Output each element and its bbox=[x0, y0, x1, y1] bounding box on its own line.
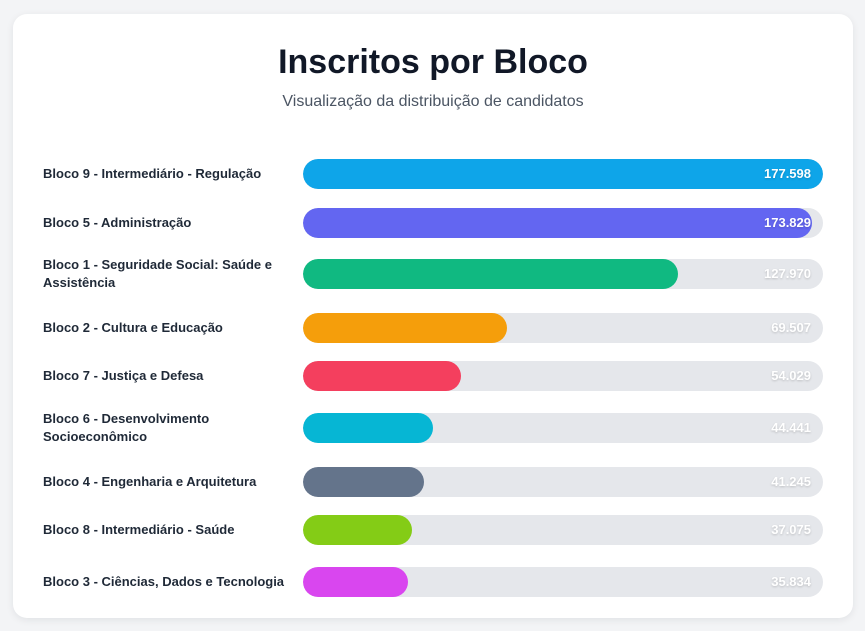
chart-subtitle: Visualização da distribuição de candidat… bbox=[282, 93, 584, 110]
bar-row: Bloco 3 - Ciências, Dados e Tecnologia 35… bbox=[43, 560, 823, 604]
bar-row: Bloco 6 - Desenvolvimento Socioeconômico… bbox=[43, 406, 823, 450]
category-label: Bloco 2 - Cultura e Educação bbox=[43, 320, 223, 335]
bar bbox=[303, 567, 408, 597]
category-label: Bloco 3 - Ciências, Dados e Tecnologia bbox=[43, 574, 285, 589]
bar-row: Bloco 1 - Seguridade Social: Saúde e Ass… bbox=[43, 252, 823, 296]
category-label: Bloco 9 - Intermediário - Regulação bbox=[43, 166, 262, 181]
chart-title: Inscritos por Bloco bbox=[278, 43, 588, 81]
bar bbox=[303, 159, 823, 189]
category-label: Bloco 6 - Desenvolvimento Socioeconômico bbox=[43, 411, 210, 444]
category-label: Bloco 8 - Intermediário - Saúde bbox=[43, 522, 235, 537]
value-label: 54.029 bbox=[771, 368, 811, 383]
bar-track: 127.970 bbox=[303, 259, 823, 289]
bar-rows: Bloco 9 - Intermediário - Regulação 177.5… bbox=[43, 14, 823, 618]
bar-row: Bloco 2 - Cultura e Educação 69.507 bbox=[43, 306, 823, 350]
bar-track: 41.245 bbox=[303, 467, 823, 497]
bar bbox=[303, 208, 812, 238]
bar bbox=[303, 361, 461, 391]
value-label: 177.598 bbox=[764, 166, 811, 181]
bar-row: Bloco 8 - Intermediário - Saúde 37.075 bbox=[43, 508, 823, 552]
category-label: Bloco 7 - Justiça e Defesa bbox=[43, 368, 204, 383]
value-label: 41.245 bbox=[771, 474, 811, 489]
bar-track: 69.507 bbox=[303, 313, 823, 343]
bar bbox=[303, 467, 424, 497]
bar-row: Bloco 5 - Administração 173.829 bbox=[43, 201, 823, 245]
value-label: 35.834 bbox=[771, 574, 811, 589]
bar bbox=[303, 259, 678, 289]
value-label: 37.075 bbox=[771, 522, 811, 537]
bar-row: Bloco 4 - Engenharia e Arquitetura 41.245 bbox=[43, 460, 823, 504]
category-label: Bloco 4 - Engenharia e Arquitetura bbox=[43, 474, 257, 489]
bar-track: 44.441 bbox=[303, 413, 823, 443]
bar-row: Bloco 7 - Justiça e Defesa 54.029 bbox=[43, 354, 823, 398]
bar-track: 37.075 bbox=[303, 515, 823, 545]
bar-track: 177.598 bbox=[303, 159, 823, 189]
bar bbox=[303, 413, 433, 443]
category-label: Bloco 5 - Administração bbox=[43, 215, 192, 230]
value-label: 69.507 bbox=[771, 320, 811, 335]
bar bbox=[303, 313, 507, 343]
chart-card: Inscritos por Bloco Visualização da dist… bbox=[13, 14, 853, 618]
bar bbox=[303, 515, 412, 545]
value-label: 127.970 bbox=[764, 266, 811, 281]
bar-track: 173.829 bbox=[303, 208, 823, 238]
bar-track: 54.029 bbox=[303, 361, 823, 391]
bar-row: Bloco 9 - Intermediário - Regulação 177.5… bbox=[43, 152, 823, 196]
bar-track: 35.834 bbox=[303, 567, 823, 597]
value-label: 44.441 bbox=[771, 420, 811, 435]
value-label: 173.829 bbox=[764, 215, 811, 230]
category-label: Bloco 1 - Seguridade Social: Saúde e Ass… bbox=[43, 257, 273, 290]
